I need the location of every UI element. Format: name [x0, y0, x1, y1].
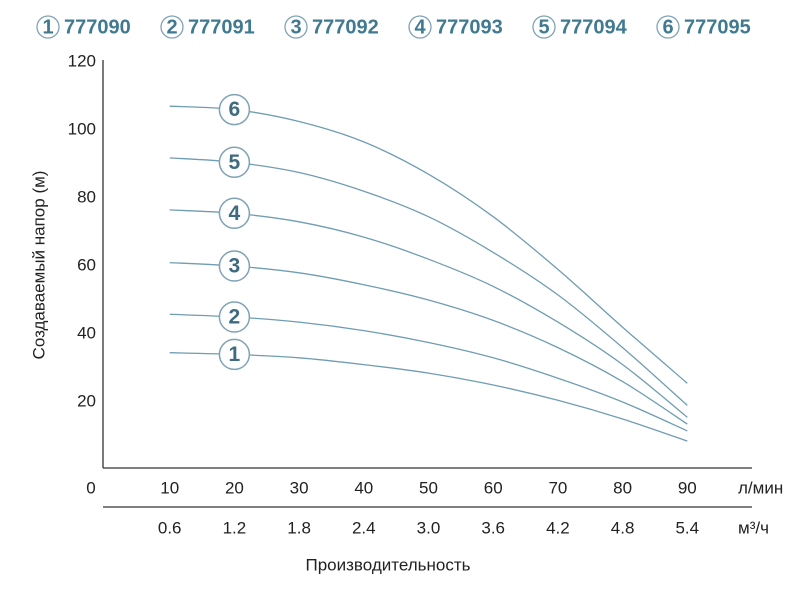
curve [169, 313, 688, 432]
curve [169, 352, 688, 442]
legend-label: 777095 [684, 16, 751, 38]
legend-label: 777092 [312, 16, 379, 38]
legend-badge [284, 15, 308, 39]
curve-label-badge [218, 197, 251, 230]
legend-badge [656, 15, 680, 39]
x-unit: л/мин [738, 478, 783, 497]
legend-number: 5 [538, 16, 549, 38]
curve-label-badge [218, 338, 251, 371]
x2-tick-label: 1.8 [287, 518, 311, 537]
legend-number: 6 [662, 16, 673, 38]
x2-unit: м³/ч [738, 518, 769, 537]
curve-label: 3 [229, 255, 241, 278]
legend-badge [160, 15, 184, 39]
y-tick-label: 100 [68, 119, 96, 138]
y-axis-label: Создаваемый напор (м) [29, 171, 48, 360]
legend-number: 4 [414, 16, 426, 38]
y-tick-label: 60 [77, 255, 96, 274]
legend-number: 1 [42, 16, 53, 38]
x2-tick-label: 2.4 [352, 518, 376, 537]
legend-label: 777090 [64, 16, 131, 38]
x-tick-label: 30 [290, 478, 309, 497]
x-tick-label: 60 [484, 478, 503, 497]
y-tick-label: 80 [77, 187, 96, 206]
legend-label: 777094 [560, 16, 628, 38]
curve-label: 2 [229, 306, 241, 329]
x-tick-label: 0 [86, 478, 95, 497]
legend-badge [532, 15, 556, 39]
legend-number: 2 [166, 16, 177, 38]
x-axis-label: Производительность [305, 555, 470, 574]
curve [169, 157, 688, 406]
curve-label: 6 [229, 98, 241, 121]
curve-label-badge [218, 250, 251, 282]
legend-badge [408, 15, 432, 39]
x2-tick-label: 5.4 [675, 518, 699, 537]
legend-number: 3 [290, 16, 301, 38]
x2-tick-label: 4.8 [611, 518, 635, 537]
curve-label: 4 [229, 202, 241, 225]
x2-tick-label: 4.2 [546, 518, 570, 537]
x-tick-label: 50 [419, 478, 438, 497]
curve [169, 209, 688, 418]
curve [169, 261, 688, 425]
y-tick-label: 40 [77, 323, 96, 342]
x-tick-label: 10 [160, 478, 179, 497]
x-tick-label: 20 [225, 478, 244, 497]
curve-label-badge [218, 146, 251, 179]
curve-label: 5 [229, 151, 241, 174]
x-tick-label: 90 [678, 478, 697, 497]
curve [169, 105, 688, 384]
x2-tick-label: 1.2 [223, 518, 247, 537]
legend-label: 777091 [188, 16, 255, 38]
x2-tick-label: 0.6 [158, 518, 182, 537]
x-tick-label: 80 [613, 478, 632, 497]
legend-badge [36, 15, 60, 39]
curve-label: 1 [229, 343, 241, 366]
y-tick-label: 20 [77, 391, 96, 410]
curve-label-badge [218, 301, 251, 333]
x-tick-label: 70 [548, 478, 567, 497]
x2-tick-label: 3.6 [481, 518, 505, 537]
y-tick-label: 120 [68, 51, 96, 70]
x-tick-label: 40 [354, 478, 373, 497]
curve-label-badge [218, 93, 251, 126]
x2-tick-label: 3.0 [417, 518, 441, 537]
legend-label: 777093 [436, 16, 503, 38]
